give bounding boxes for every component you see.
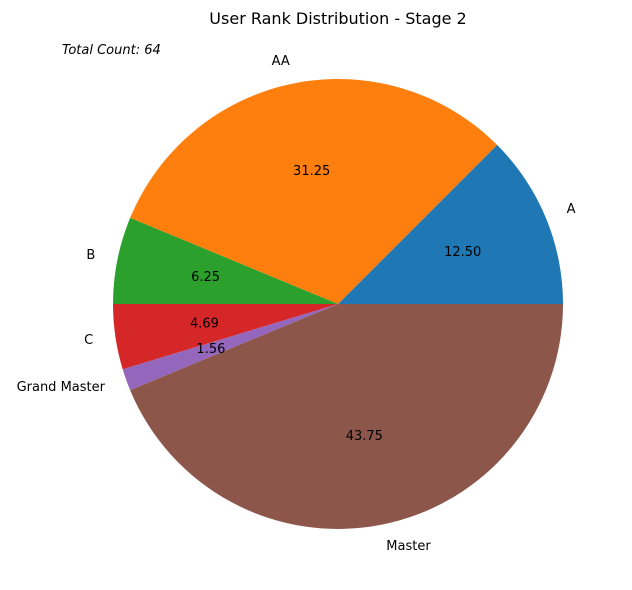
percentage-label-c: 4.69 bbox=[190, 316, 219, 331]
percentage-labels: 12.50 31.25 6.25 4.69 1.56 43.75 bbox=[190, 164, 481, 444]
category-label-aa: AA bbox=[272, 54, 290, 69]
category-label-b: B bbox=[86, 248, 95, 263]
total-count-annotation: Total Count: 64 bbox=[62, 43, 161, 58]
pie-slice-master bbox=[130, 304, 563, 529]
chart-title: User Rank Distribution - Stage 2 bbox=[209, 9, 466, 28]
pie-slice-c bbox=[113, 304, 338, 370]
pie-slice-aa bbox=[130, 79, 498, 304]
category-label-a: A bbox=[567, 202, 576, 217]
pie-slice-b bbox=[113, 217, 338, 304]
pie-slice-a bbox=[338, 144, 563, 304]
percentage-label-aa: 31.25 bbox=[293, 164, 330, 179]
pie-slices bbox=[113, 79, 563, 529]
category-label-master: Master bbox=[386, 539, 431, 554]
percentage-label-b: 6.25 bbox=[191, 270, 220, 285]
category-label-c: C bbox=[84, 333, 93, 348]
pie-slice-grand-master bbox=[122, 304, 338, 391]
percentage-label-grand-master: 1.56 bbox=[196, 342, 225, 357]
percentage-label-a: 12.50 bbox=[444, 245, 481, 260]
percentage-label-master: 43.75 bbox=[346, 429, 383, 444]
category-label-grand-master: Grand Master bbox=[17, 380, 106, 395]
